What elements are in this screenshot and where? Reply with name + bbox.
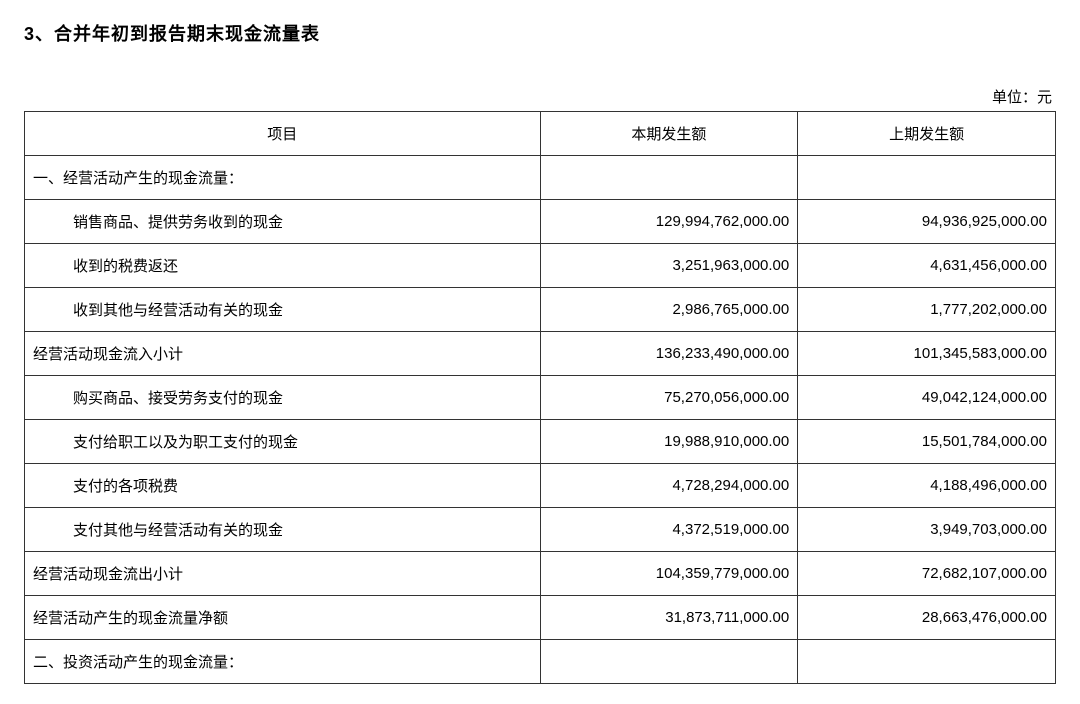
item-cell: 支付给职工以及为职工支付的现金 (25, 420, 541, 464)
prior-cell: 28,663,476,000.00 (798, 596, 1056, 640)
item-cell: 收到的税费返还 (25, 244, 541, 288)
table-row: 支付给职工以及为职工支付的现金19,988,910,000.0015,501,7… (25, 420, 1056, 464)
current-cell: 19,988,910,000.00 (540, 420, 798, 464)
table-header-row: 项目 本期发生额 上期发生额 (25, 112, 1056, 156)
current-cell: 136,233,490,000.00 (540, 332, 798, 376)
table-row: 经营活动现金流出小计104,359,779,000.0072,682,107,0… (25, 552, 1056, 596)
current-cell (540, 156, 798, 200)
prior-cell: 72,682,107,000.00 (798, 552, 1056, 596)
item-cell: 一、经营活动产生的现金流量： (25, 156, 541, 200)
current-cell: 75,270,056,000.00 (540, 376, 798, 420)
table-row: 一、经营活动产生的现金流量： (25, 156, 1056, 200)
prior-cell: 3,949,703,000.00 (798, 508, 1056, 552)
col-header-item: 项目 (25, 112, 541, 156)
table-row: 销售商品、提供劳务收到的现金129,994,762,000.0094,936,9… (25, 200, 1056, 244)
item-cell: 支付其他与经营活动有关的现金 (25, 508, 541, 552)
current-cell: 4,372,519,000.00 (540, 508, 798, 552)
current-cell: 104,359,779,000.00 (540, 552, 798, 596)
item-cell: 收到其他与经营活动有关的现金 (25, 288, 541, 332)
current-cell: 3,251,963,000.00 (540, 244, 798, 288)
cashflow-table: 项目 本期发生额 上期发生额 一、经营活动产生的现金流量：销售商品、提供劳务收到… (24, 111, 1056, 684)
prior-cell (798, 640, 1056, 684)
table-row: 支付的各项税费4,728,294,000.004,188,496,000.00 (25, 464, 1056, 508)
table-row: 收到其他与经营活动有关的现金2,986,765,000.001,777,202,… (25, 288, 1056, 332)
item-cell: 经营活动现金流出小计 (25, 552, 541, 596)
item-cell: 经营活动现金流入小计 (25, 332, 541, 376)
section-title: 3、合并年初到报告期末现金流量表 (24, 20, 1056, 46)
col-header-current: 本期发生额 (540, 112, 798, 156)
unit-label: 单位：元 (24, 86, 1056, 107)
item-cell: 经营活动产生的现金流量净额 (25, 596, 541, 640)
table-row: 二、投资活动产生的现金流量： (25, 640, 1056, 684)
current-cell: 4,728,294,000.00 (540, 464, 798, 508)
prior-cell (798, 156, 1056, 200)
table-row: 经营活动现金流入小计136,233,490,000.00101,345,583,… (25, 332, 1056, 376)
current-cell: 31,873,711,000.00 (540, 596, 798, 640)
prior-cell: 1,777,202,000.00 (798, 288, 1056, 332)
prior-cell: 49,042,124,000.00 (798, 376, 1056, 420)
col-header-prior: 上期发生额 (798, 112, 1056, 156)
prior-cell: 15,501,784,000.00 (798, 420, 1056, 464)
current-cell: 2,986,765,000.00 (540, 288, 798, 332)
prior-cell: 101,345,583,000.00 (798, 332, 1056, 376)
table-row: 支付其他与经营活动有关的现金4,372,519,000.003,949,703,… (25, 508, 1056, 552)
current-cell (540, 640, 798, 684)
table-row: 收到的税费返还3,251,963,000.004,631,456,000.00 (25, 244, 1056, 288)
item-cell: 支付的各项税费 (25, 464, 541, 508)
item-cell: 二、投资活动产生的现金流量： (25, 640, 541, 684)
item-cell: 购买商品、接受劳务支付的现金 (25, 376, 541, 420)
table-body: 一、经营活动产生的现金流量：销售商品、提供劳务收到的现金129,994,762,… (25, 156, 1056, 684)
table-row: 购买商品、接受劳务支付的现金75,270,056,000.0049,042,12… (25, 376, 1056, 420)
prior-cell: 4,188,496,000.00 (798, 464, 1056, 508)
table-row: 经营活动产生的现金流量净额31,873,711,000.0028,663,476… (25, 596, 1056, 640)
prior-cell: 94,936,925,000.00 (798, 200, 1056, 244)
prior-cell: 4,631,456,000.00 (798, 244, 1056, 288)
current-cell: 129,994,762,000.00 (540, 200, 798, 244)
item-cell: 销售商品、提供劳务收到的现金 (25, 200, 541, 244)
